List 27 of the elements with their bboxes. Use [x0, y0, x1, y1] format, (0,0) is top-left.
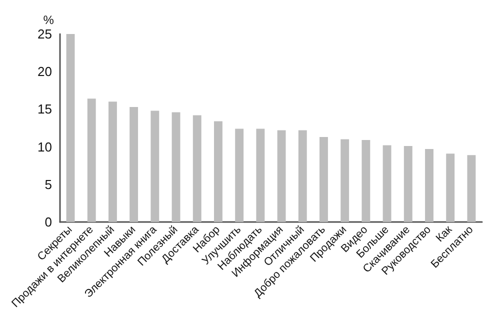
bar [235, 128, 244, 222]
bar [130, 106, 138, 222]
bar [87, 98, 96, 222]
bar [446, 154, 455, 222]
bar [256, 128, 265, 222]
y-tick-label: 15 [37, 102, 52, 117]
bar [340, 139, 350, 222]
y-tick-label: 10 [37, 139, 52, 154]
bar [108, 102, 117, 222]
y-axis-title: % [43, 13, 54, 27]
bar [214, 121, 222, 222]
bar [277, 130, 286, 222]
bar [66, 34, 75, 222]
y-tick-label: 0 [44, 214, 52, 230]
bar [467, 155, 476, 222]
bar [150, 110, 160, 222]
y-tick-label: 20 [37, 64, 52, 80]
bar [192, 115, 202, 222]
y-tick-label: 25 [37, 26, 52, 42]
bar [298, 130, 307, 222]
bar [382, 145, 392, 222]
bar [172, 112, 180, 222]
y-tick-label: 5 [44, 176, 52, 192]
bar [404, 146, 412, 222]
bar [362, 140, 370, 222]
bar [320, 137, 328, 222]
bar [425, 149, 434, 222]
